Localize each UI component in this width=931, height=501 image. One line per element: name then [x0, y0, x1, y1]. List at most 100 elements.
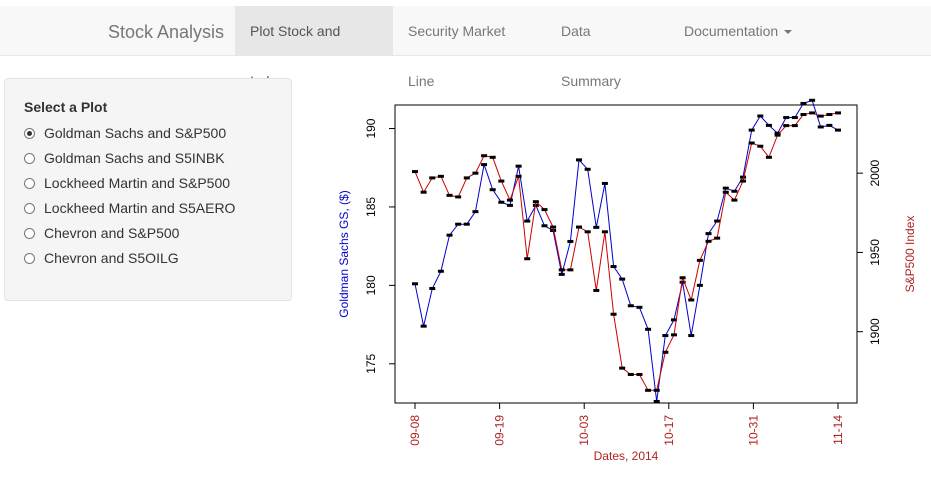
- right-axis-tick-label: 1900: [868, 318, 882, 345]
- sp500-point: [593, 288, 600, 292]
- sp500-point: [679, 276, 686, 280]
- right-axis-tick-label: 2000: [868, 159, 882, 186]
- panel-title: Select a Plot: [24, 99, 108, 115]
- tab-label: Documentation: [684, 23, 779, 39]
- sp500-point: [748, 141, 755, 145]
- sp500-point: [809, 111, 816, 115]
- navbar-brand[interactable]: Stock Analysis: [108, 22, 225, 42]
- sp500-point: [835, 111, 841, 115]
- sp500-point: [498, 179, 505, 183]
- tab-label: Data Summary: [561, 23, 621, 89]
- right-axis-title: S&P500 Index: [903, 216, 917, 293]
- goldman-sachs-point: [619, 277, 626, 281]
- goldman-sachs-point: [748, 128, 755, 132]
- navbar-top-strip: [0, 0, 931, 6]
- sp500-point: [412, 170, 418, 174]
- sp500-point: [472, 171, 479, 175]
- goldman-sachs-point: [636, 305, 643, 309]
- goldman-sachs-point: [593, 225, 600, 229]
- goldman-sachs-point: [791, 116, 798, 120]
- sp500-point: [429, 176, 436, 180]
- sp500-point: [670, 333, 677, 337]
- goldman-sachs-point: [731, 189, 738, 193]
- radio-label: Goldman Sachs and S&P500: [44, 125, 227, 141]
- sp500-point: [576, 225, 583, 229]
- sp500-point: [541, 208, 548, 212]
- x-axis-tick-label: 09-19: [493, 415, 507, 446]
- radio-label: Lockheed Martin and S5AERO: [44, 200, 236, 216]
- x-axis-tick-label: 10-31: [746, 415, 760, 446]
- radio-button[interactable]: [24, 153, 35, 164]
- goldman-sachs-point: [722, 186, 729, 190]
- tab-security-market-line[interactable]: Security Market Line: [393, 6, 546, 89]
- goldman-sachs-point: [558, 272, 565, 276]
- left-axis-tick-label: 180: [364, 275, 378, 295]
- sp500-point: [705, 239, 712, 243]
- goldman-sachs-point: [584, 167, 591, 171]
- sp500-point: [567, 268, 574, 272]
- goldman-sachs-point: [515, 164, 522, 168]
- goldman-sachs-point: [524, 219, 531, 223]
- radio-button[interactable]: [24, 228, 35, 239]
- goldman-sachs-point: [670, 318, 677, 322]
- sp500-point: [455, 195, 462, 199]
- plot-frame: [394, 104, 858, 404]
- sp500-point: [446, 193, 453, 197]
- radio-label: Chevron and S&P500: [44, 225, 180, 241]
- goldman-sachs-point: [576, 158, 583, 162]
- sp500-point: [817, 114, 824, 118]
- sp500-point: [515, 174, 522, 178]
- radio-label: Chevron and S5OILG: [44, 250, 179, 266]
- radio-label: Goldman Sachs and S5INBK: [44, 150, 225, 166]
- goldman-sachs-point: [714, 219, 721, 223]
- goldman-sachs-point: [783, 116, 790, 120]
- goldman-sachs-point: [437, 269, 444, 273]
- goldman-sachs-point: [412, 282, 418, 286]
- radio-button[interactable]: [24, 178, 35, 189]
- tab-data-summary[interactable]: Data Summary: [546, 6, 669, 89]
- sp500-point: [584, 230, 591, 234]
- radio-button[interactable]: [24, 128, 35, 139]
- goldman-sachs-point: [653, 399, 660, 403]
- goldman-sachs-point: [645, 327, 652, 331]
- sp500-point: [489, 155, 496, 159]
- goldman-sachs-point: [420, 324, 427, 328]
- sp500-point: [532, 200, 539, 204]
- goldman-sachs-point: [446, 233, 453, 237]
- goldman-sachs-point: [627, 304, 634, 308]
- sp500-point: [714, 236, 721, 240]
- sp500-point: [506, 198, 513, 202]
- goldman-sachs-point: [489, 188, 496, 192]
- x-axis-tick-label: 11-14: [831, 415, 845, 445]
- sp500-line: [414, 112, 839, 391]
- sp500-point: [696, 258, 703, 262]
- goldman-sachs-point: [541, 224, 548, 228]
- goldman-sachs-line: [414, 99, 839, 402]
- tab-documentation[interactable]: Documentation: [669, 6, 809, 56]
- x-axis-tick-label: 10-17: [662, 415, 676, 446]
- goldman-sachs-point: [809, 98, 816, 102]
- goldman-sachs-point: [740, 175, 747, 179]
- sp500-point: [731, 198, 738, 202]
- goldman-sachs-point: [463, 222, 470, 226]
- goldman-sachs-point: [506, 203, 513, 207]
- sp500-point: [627, 372, 634, 376]
- goldman-sachs-point: [835, 128, 841, 132]
- left-axis-tick-label: 185: [364, 197, 378, 217]
- sp500-point: [601, 230, 608, 234]
- sp500-point: [740, 179, 747, 183]
- radio-button[interactable]: [24, 203, 35, 214]
- right-axis-tick-label: 1950: [868, 239, 882, 266]
- left-axis-tick-label: 175: [364, 353, 378, 373]
- goldman-sachs-point: [567, 239, 574, 243]
- sp500-point: [610, 312, 617, 316]
- goldman-sachs-point: [610, 265, 617, 269]
- goldman-sachs-point: [688, 334, 695, 338]
- sp500-point: [791, 124, 798, 128]
- goldman-sachs-point: [532, 203, 539, 207]
- radio-button[interactable]: [24, 253, 35, 264]
- radio-label: Lockheed Martin and S&P500: [44, 175, 231, 191]
- x-axis-title: Dates, 2014: [594, 449, 659, 463]
- goldman-sachs-point: [679, 280, 686, 284]
